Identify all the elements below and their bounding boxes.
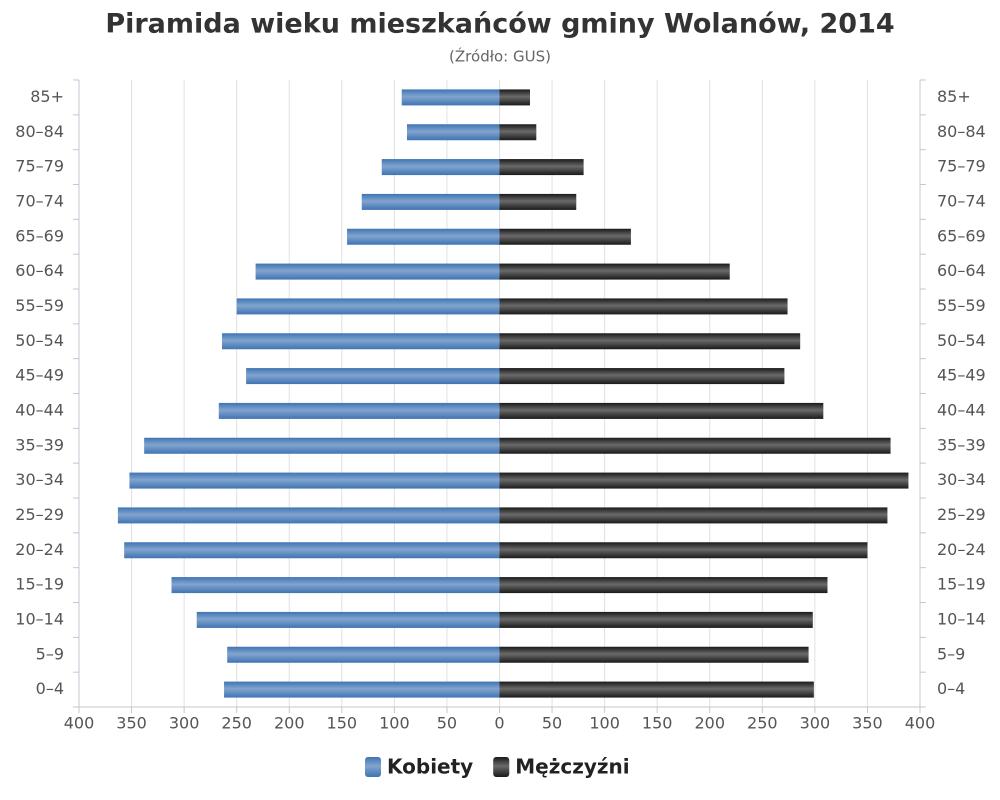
bar [499,437,891,454]
legend-symbol[interactable] [365,757,381,777]
bar [361,193,500,210]
x-tick-label: 50 [542,714,562,733]
bar [124,542,500,559]
legend-label[interactable]: Kobiety [387,755,473,779]
bar [499,89,530,106]
bar [499,577,828,594]
y-tick-label: 30–34 [937,470,986,489]
bar [499,159,584,176]
x-tick-label: 400 [64,714,95,733]
y-tick-label: 25–29 [15,505,64,524]
x-tick-label: 300 [169,714,200,733]
x-tick-label: 200 [274,714,305,733]
y-tick-label: 50–54 [937,331,986,350]
bar [499,333,801,350]
y-tick-label: 35–39 [15,435,64,454]
bar [499,646,809,663]
y-tick-label: 80–84 [15,122,64,141]
y-tick-label: 80–84 [937,122,986,141]
y-tick-label: 5–9 [937,644,965,663]
bar [499,193,577,210]
bar [236,298,500,315]
bar [129,472,500,489]
y-tick-label: 20–24 [937,540,986,559]
y-tick-label: 60–64 [15,261,64,280]
bar [499,263,730,280]
y-tick-label: 0–4 [36,679,64,698]
y-tick-label: 20–24 [15,540,64,559]
bar [499,611,813,628]
bar [144,437,500,454]
y-tick-label: 25–29 [937,505,986,524]
legend-symbol[interactable] [493,757,510,777]
bar [499,368,785,385]
x-tick-label: 300 [800,714,831,733]
bar [401,89,500,106]
y-tick-label: 10–14 [15,609,64,628]
x-tick-label: 250 [747,714,778,733]
x-tick-label: 350 [852,714,883,733]
bar [381,159,500,176]
x-tick-label: 400 [905,714,936,733]
bar [499,542,868,559]
y-tick-label: 40–44 [937,400,986,419]
y-tick-label: 75–79 [937,157,986,176]
x-tick-label: 100 [379,714,410,733]
y-tick-label: 15–19 [937,575,986,594]
y-tick-label: 0–4 [937,679,965,698]
x-tick-label: 50 [437,714,457,733]
bar [499,124,537,141]
bar [499,472,909,489]
bar [246,368,500,385]
y-tick-label: 55–59 [15,296,64,315]
bar [218,402,500,419]
y-tick-label: 40–44 [15,400,64,419]
bar [227,646,500,663]
y-tick-label: 45–49 [15,366,64,385]
y-tick-label: 10–14 [937,609,986,628]
y-tick-label: 35–39 [937,435,986,454]
y-tick-label: 65–69 [937,226,986,245]
y-tick-label: 55–59 [937,296,986,315]
bar [499,681,814,698]
bar [117,507,500,524]
y-tick-label: 45–49 [937,366,986,385]
y-tick-label: 60–64 [937,261,986,280]
bar [499,402,824,419]
bar [224,681,500,698]
y-tick-label: 70–74 [937,191,986,210]
y-tick-label: 85+ [30,87,64,106]
x-tick-label: 0 [494,714,504,733]
bar [499,507,888,524]
bar [255,263,500,280]
chart-subtitle: (Źródło: GUS) [449,47,551,66]
legend-label[interactable]: Mężczyźni [515,755,629,779]
y-tick-label: 85+ [937,87,971,106]
y-tick-label: 75–79 [15,157,64,176]
y-tick-label: 15–19 [15,575,64,594]
y-tick-label: 70–74 [15,191,64,210]
y-tick-label: 5–9 [36,644,64,663]
y-tick-label: 50–54 [15,331,64,350]
bar [347,228,500,245]
bar [196,611,500,628]
y-tick-label: 30–34 [15,470,64,489]
bar [171,577,500,594]
bar [499,298,788,315]
bar [221,333,500,350]
x-tick-label: 250 [221,714,252,733]
chart-title: Piramida wieku mieszkańców gminy Wolanów… [105,9,894,40]
y-tick-label: 65–69 [15,226,64,245]
bar [406,124,500,141]
x-tick-label: 100 [589,714,620,733]
x-tick-label: 350 [116,714,147,733]
bar [499,228,631,245]
x-tick-label: 200 [694,714,725,733]
x-tick-label: 150 [642,714,673,733]
x-tick-label: 150 [327,714,358,733]
